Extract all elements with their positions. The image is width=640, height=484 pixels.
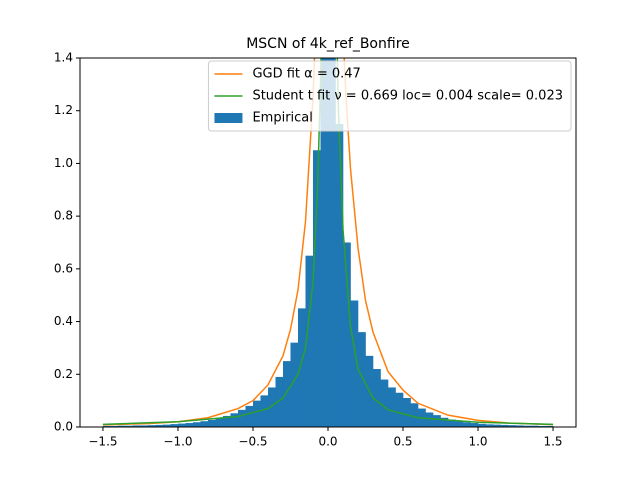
- histogram-bar: [102, 425, 111, 427]
- histogram-bar: [410, 403, 419, 427]
- fit-line: [102, 58, 554, 426]
- histogram-bar: [215, 418, 224, 427]
- histogram-bar: [373, 369, 381, 427]
- histogram-bar: [500, 424, 509, 427]
- histogram-bar: [275, 376, 284, 427]
- chart-title: MSCN of 4k_ref_Bonfire: [246, 36, 410, 52]
- histogram-bar: [132, 425, 141, 427]
- histogram-bar: [545, 425, 554, 427]
- histogram-bar: [312, 150, 321, 427]
- histogram-bar: [237, 409, 246, 427]
- histogram-bar: [380, 379, 389, 427]
- histogram-bar: [230, 413, 239, 427]
- plot-area: [102, 58, 554, 427]
- histogram-bar: [222, 415, 231, 427]
- y-tick-label: 1.0: [54, 156, 73, 170]
- legend-label: Empirical: [252, 111, 312, 126]
- y-tick-label: 0.8: [54, 209, 73, 223]
- y-tick-label: 0.4: [54, 314, 73, 328]
- y-tick-label: 0.2: [54, 367, 73, 381]
- histogram-bar: [358, 332, 366, 427]
- legend: GGD fit α = 0.47 Student t fit ν = 0.669 …: [207, 60, 572, 132]
- histogram-bar: [530, 425, 539, 427]
- histogram-bar: [320, 58, 329, 427]
- y-tick-label: 1.2: [54, 103, 73, 117]
- histogram-bar: [147, 425, 156, 427]
- x-tick-label: 0.5: [393, 435, 412, 449]
- legend-label: GGD fit α = 0.47: [252, 67, 360, 82]
- histogram-bar: [433, 415, 441, 427]
- histogram-bar: [403, 398, 411, 427]
- histogram-bar: [538, 425, 546, 427]
- histogram-bar: [125, 425, 134, 427]
- histogram-bar: [267, 387, 276, 427]
- histogram-bar: [110, 425, 119, 427]
- histogram-bar: [455, 421, 464, 427]
- fit-line: [102, 58, 554, 426]
- histogram-bar: [395, 392, 404, 427]
- legend-label: Student t fit ν = 0.669 loc= 0.004 scale…: [252, 89, 563, 104]
- histogram-bar: [335, 123, 344, 427]
- histogram-bar: [485, 424, 494, 427]
- histogram-bar: [140, 425, 149, 427]
- histogram-bar: [470, 423, 479, 427]
- histogram-bar: [388, 387, 396, 427]
- legend-box: [207, 60, 572, 132]
- y-tick-label: 0.6: [54, 261, 73, 275]
- histogram-bar: [350, 300, 359, 427]
- histogram-bar: [493, 424, 501, 427]
- histogram-bar: [305, 255, 314, 427]
- x-tick-label: −0.5: [238, 435, 267, 449]
- histogram-bar: [478, 423, 486, 427]
- x-tick-label: 1.0: [468, 435, 487, 449]
- legend-swatch: [214, 113, 243, 123]
- histogram-bar: [185, 423, 194, 427]
- histogram-bar: [515, 425, 524, 427]
- x-tick-label: 1.5: [543, 435, 562, 449]
- histogram-bar: [117, 425, 126, 427]
- histogram-bar: [343, 242, 351, 427]
- histogram-bar: [297, 308, 306, 427]
- histogram-bar: [508, 425, 516, 427]
- histogram-bar: [282, 361, 291, 427]
- histogram-bar: [252, 400, 261, 427]
- histogram-bar: [463, 422, 471, 427]
- histogram-bar: [245, 405, 254, 427]
- histogram-bar: [192, 422, 201, 427]
- histogram-bar: [328, 58, 336, 427]
- y-tick-label: 1.4: [54, 51, 73, 65]
- histogram-bar: [207, 419, 216, 427]
- x-tick-label: −1.5: [88, 435, 117, 449]
- histogram-bar: [448, 419, 456, 427]
- histogram-bar: [200, 421, 209, 427]
- histogram-bar: [170, 424, 179, 427]
- y-tick-label: 0.0: [54, 420, 73, 434]
- histogram-bar: [155, 424, 164, 427]
- histogram-bar: [425, 412, 434, 427]
- histogram-bar: [162, 424, 171, 427]
- histogram-bar: [260, 395, 269, 427]
- histogram-bar: [177, 423, 186, 427]
- x-tick-label: −1.0: [163, 435, 192, 449]
- histogram-bar: [440, 417, 449, 427]
- histogram-bar: [523, 425, 531, 427]
- histogram-bar: [290, 342, 299, 427]
- x-tick-label: 0.0: [318, 435, 337, 449]
